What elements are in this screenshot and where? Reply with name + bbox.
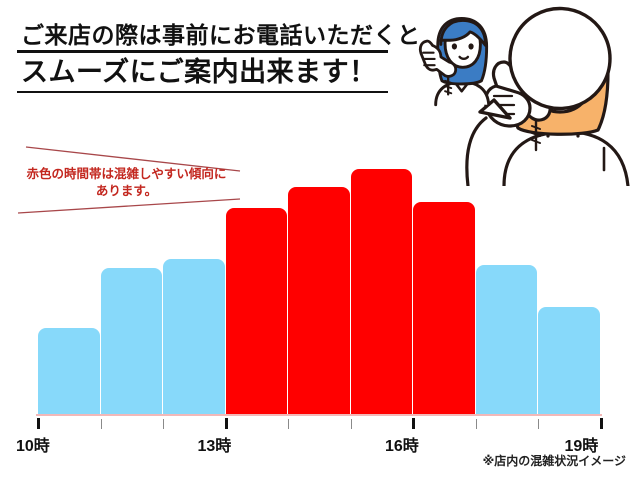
bar-17時 (475, 265, 537, 415)
annotation-text: 赤色の時間帯は混雑しやすい傾向に あります。 (14, 166, 239, 200)
headline-rule-top (17, 50, 388, 53)
bar-16時 (413, 202, 475, 415)
chart-footnote: ※店内の混雑状況イメージ (482, 454, 626, 468)
axis-tick-major (37, 418, 40, 429)
x-axis-label-10時: 10時 (16, 438, 50, 455)
axis-tick-minor (538, 419, 539, 429)
bar-13時 (225, 208, 287, 415)
x-axis-label-19時: 19時 (564, 438, 599, 455)
phone-call-illustration (408, 0, 640, 188)
bar-14時 (288, 187, 350, 415)
bar-15時 (350, 169, 412, 415)
illustration-svg (418, 6, 630, 188)
x-axis-label-13時: 13時 (197, 438, 232, 455)
annotation-callout: 赤色の時間帯は混雑しやすい傾向に あります。 (8, 143, 248, 221)
headline-rule-bottom (17, 91, 388, 93)
headline-block: ご来店の際は事前にお電話いただくと スムーズにご案内出来ます！ (17, 20, 421, 93)
axis-tick-minor (288, 419, 289, 429)
annotation-line-2: あります。 (95, 184, 158, 198)
bar-11時 (100, 268, 162, 415)
annotation-ribbon-icon (17, 146, 241, 214)
bar-18時 (538, 307, 600, 415)
axis-tick-major (224, 418, 228, 429)
axis-tick-minor (163, 419, 164, 429)
axis-tick-minor (350, 419, 352, 429)
headline-line-1: ご来店の際は事前にお電話いただくと (21, 22, 421, 48)
x-axis-line (36, 414, 602, 416)
axis-tick-major (599, 418, 603, 429)
annotation-line-1: 赤色の時間帯は混雑しやすい傾向に (26, 167, 227, 181)
axis-tick-major (412, 418, 415, 429)
headline-line-2: スムーズにご案内出来ます！ (21, 57, 377, 87)
bar-12時 (163, 259, 225, 415)
bar-10時 (38, 328, 100, 415)
axis-tick-minor (100, 419, 102, 429)
axis-tick-minor (475, 419, 477, 429)
x-axis-label-16時: 16時 (385, 438, 419, 455)
